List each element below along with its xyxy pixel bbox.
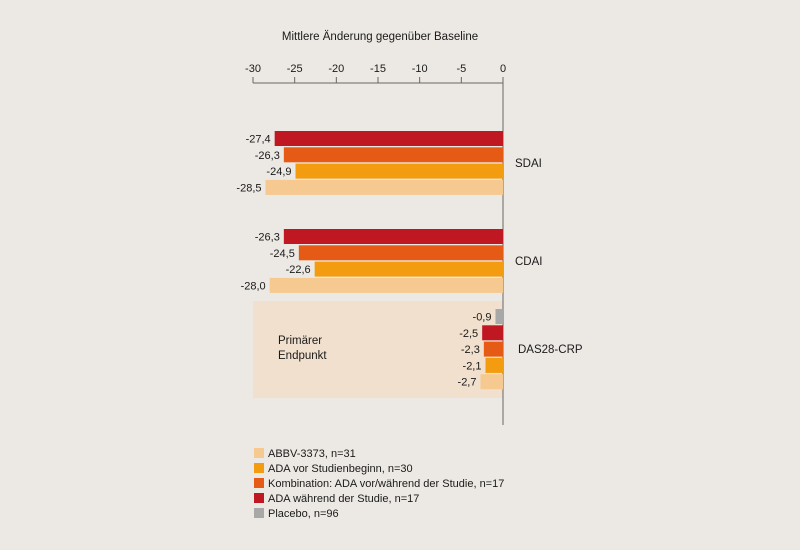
legend-swatch [254,493,264,503]
legend: ABBV-3373, n=31 ADA vor Studienbeginn, n=… [254,448,504,520]
x-tick-label: 0 [500,63,506,75]
bar [283,147,503,163]
bar [283,229,503,244]
legend-label: Kombination: ADA vor/während der Studie,… [268,478,504,490]
legend-label: ABBV-3373, n=31 [268,448,356,460]
bar-value-label: -26,3 [255,150,280,162]
x-tick-label: -10 [412,63,428,75]
primary-endpoint-note-line: Primärer [278,335,322,347]
legend-label: Placebo, n=96 [268,508,339,520]
primary-endpoint-note: Primärer Endpunkt [278,335,327,362]
legend-swatch [254,463,264,473]
legend-swatch [254,478,264,488]
bar-value-label: -2,5 [459,328,478,340]
bar-value-label: -27,4 [246,134,271,146]
legend-label: ADA während der Studie, n=17 [268,493,419,505]
x-axis-title: Mittlere Änderung gegenüber Baseline [282,31,478,43]
x-tick-label: -25 [287,63,303,75]
bars: -27,4 -26,3 -24,9 -28,5 -26,3 -24,5 -22,6 -28,0… [236,131,503,390]
highlight-layer [253,301,503,398]
bar [480,374,503,390]
bar [295,163,503,179]
bar [269,277,503,293]
group-label: DAS28-CRP [518,344,583,356]
bar-value-label: -22,6 [286,264,311,276]
primary-endpoint-panel [253,301,503,398]
primary-endpoint-note-line: Endpunkt [278,350,327,362]
bar-value-label: -2,7 [458,377,477,389]
bar [483,341,503,357]
bar-value-label: -2,3 [461,344,480,356]
bar-value-label: -0,9 [473,312,492,324]
bar-value-label: -28,0 [241,280,266,292]
bar [265,179,503,195]
group-label: CDAI [515,256,542,268]
legend-swatch [254,508,264,518]
bar [314,261,503,277]
bar-value-label: -28,5 [236,182,261,194]
group-label: SDAI [515,158,542,170]
bar [495,309,503,324]
bar [298,245,503,261]
bar-value-label: -24,5 [270,248,295,260]
bar-value-label: -26,3 [255,232,280,244]
x-tick-label: -30 [245,63,261,75]
x-tick-label: -5 [456,63,466,75]
bar [274,131,503,146]
bar-value-label: -2,1 [463,360,482,372]
legend-swatch [254,448,264,458]
bar [485,357,503,373]
legend-label: ADA vor Studienbeginn, n=30 [268,463,413,475]
x-tick-label: -15 [370,63,386,75]
bar-value-label: -24,9 [266,166,291,178]
bar [482,325,503,341]
x-tick-label: -20 [328,63,344,75]
group-labels: SDAI CDAI Primärer Endpunkt DAS28-CRP [278,158,583,362]
